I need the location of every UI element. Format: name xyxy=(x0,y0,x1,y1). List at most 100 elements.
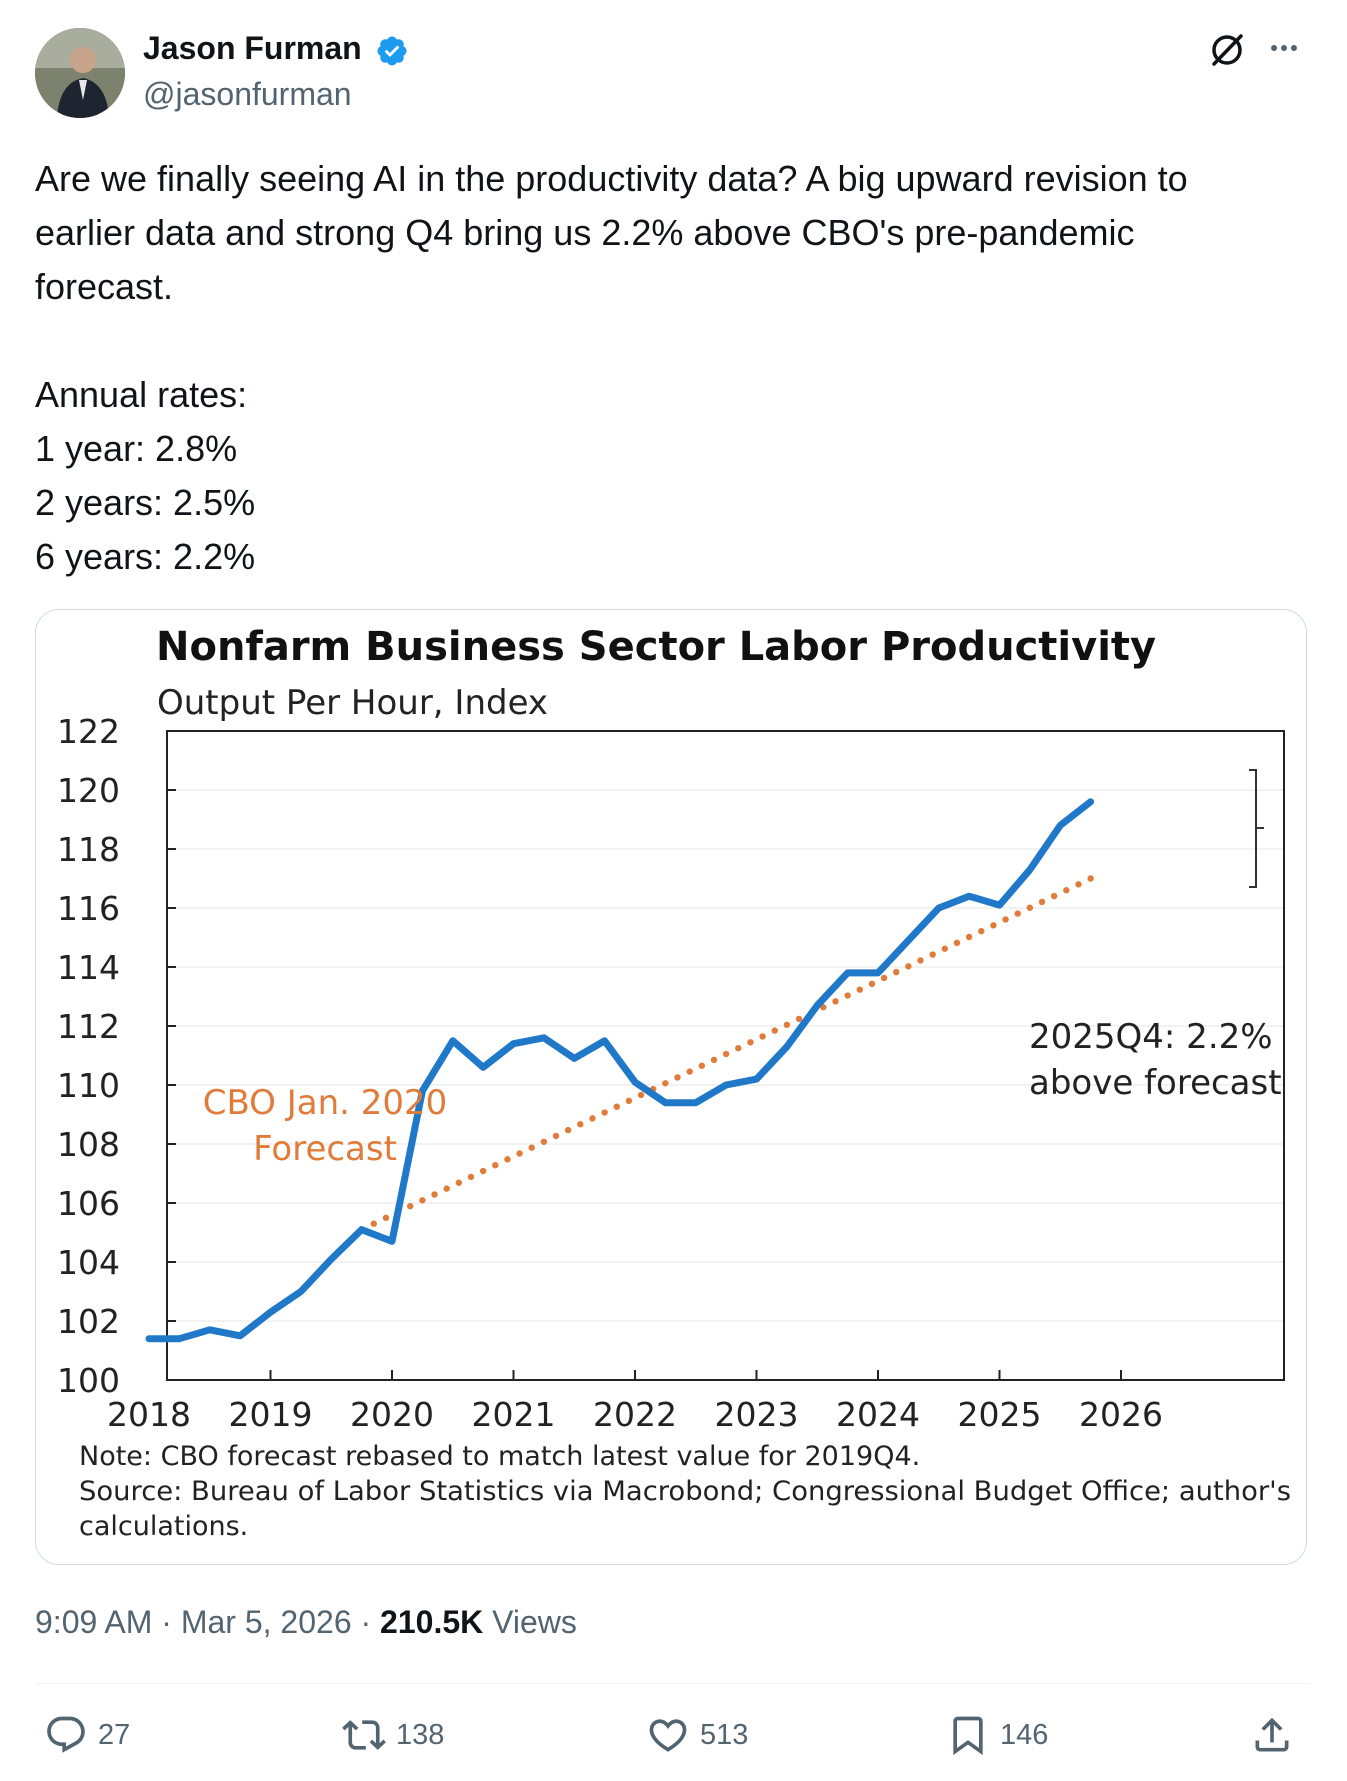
forecast-dot xyxy=(832,998,839,1005)
forecast-dot xyxy=(965,933,973,941)
gap-label: 2025Q4: 2.2% xyxy=(1029,1017,1273,1057)
y-tick-label: 116 xyxy=(57,889,120,928)
chart-image[interactable]: Nonfarm Business Sector Labor Productivi… xyxy=(35,609,1307,1565)
forecast-dot xyxy=(577,1121,584,1128)
chart-note: Note: CBO forecast rebased to match late… xyxy=(79,1441,920,1472)
x-tick-label: 2023 xyxy=(715,1395,799,1434)
forecast-dot xyxy=(1014,910,1021,917)
y-tick-label: 114 xyxy=(57,948,120,987)
x-tick-label: 2025 xyxy=(958,1395,1042,1434)
y-tick-label: 110 xyxy=(57,1066,120,1105)
chart-source: calculations. xyxy=(79,1511,248,1542)
tweet-line: Annual rates: xyxy=(35,374,248,415)
reply-count: 27 xyxy=(98,1718,131,1751)
forecast-dot xyxy=(552,1132,560,1140)
forecast-dot xyxy=(674,1074,681,1081)
chart-subtitle: Output Per Hour, Index xyxy=(157,683,548,723)
views-label: Views xyxy=(483,1604,577,1640)
x-tick-label: 2020 xyxy=(350,1395,434,1434)
forecast-dot xyxy=(953,939,961,947)
forecast-dot xyxy=(407,1202,414,1210)
share-button[interactable] xyxy=(1250,1710,1294,1760)
y-tick-label: 106 xyxy=(57,1184,120,1223)
tweet-line: 2 years: 2.5% xyxy=(35,482,256,523)
forecast-dot xyxy=(941,945,949,952)
forecast-dot xyxy=(516,1150,523,1157)
forecast-dot xyxy=(540,1138,548,1145)
forecast-dot xyxy=(528,1144,535,1151)
like-count: 513 xyxy=(700,1718,749,1751)
retweet-count: 138 xyxy=(396,1718,445,1751)
forecast-dot xyxy=(1050,892,1058,900)
grok-icon[interactable] xyxy=(1205,28,1249,72)
forecast-dot xyxy=(990,922,997,929)
y-tick-label: 112 xyxy=(57,1007,120,1046)
forecast-dot xyxy=(868,980,876,988)
tweet-time[interactable]: 9:09 AM xyxy=(35,1604,153,1640)
productivity-series-line xyxy=(145,798,1095,1343)
avatar[interactable] xyxy=(35,28,125,118)
tweet-text: Are we finally seeing AI in the producti… xyxy=(35,152,1315,584)
forecast-dot xyxy=(504,1156,511,1163)
forecast-dot xyxy=(917,957,924,964)
x-tick-label: 2024 xyxy=(836,1395,920,1434)
gap-bracket xyxy=(1249,769,1264,888)
views-count: 210.5K xyxy=(380,1604,484,1640)
tweet-line: earlier data and strong Q4 bring us 2.2%… xyxy=(35,212,1135,253)
forecast-label: Forecast xyxy=(253,1129,397,1169)
forecast-dot xyxy=(978,927,985,935)
gap-label: above forecast xyxy=(1029,1063,1282,1103)
y-tick-label: 104 xyxy=(57,1243,120,1282)
tweet-line: 1 year: 2.8% xyxy=(35,428,238,469)
x-tick-label: 2019 xyxy=(229,1395,313,1434)
forecast-dot xyxy=(698,1062,706,1069)
forecast-dot xyxy=(370,1220,377,1227)
author-name[interactable]: Jason Furman xyxy=(143,30,362,66)
forecast-dot xyxy=(1087,875,1094,882)
forecast-dot xyxy=(844,992,851,999)
author-handle[interactable]: @jasonfurman xyxy=(143,76,352,112)
meta-separator: · xyxy=(351,1604,381,1640)
forecast-dot xyxy=(601,1109,608,1116)
forecast-dot xyxy=(1002,916,1009,923)
forecast-dot xyxy=(625,1097,633,1105)
retweet-button[interactable]: 138 xyxy=(342,1710,444,1760)
tweet-line: Are we finally seeing AI in the producti… xyxy=(35,158,1188,199)
x-tick-label: 2022 xyxy=(593,1395,677,1434)
forecast-dot xyxy=(382,1214,390,1222)
y-tick-label: 100 xyxy=(57,1361,120,1400)
forecast-dot xyxy=(893,968,900,976)
chart-title: Nonfarm Business Sector Labor Productivi… xyxy=(156,624,1156,670)
verified-badge-icon xyxy=(377,36,407,66)
productivity-chart: Nonfarm Business Sector Labor Productivi… xyxy=(36,610,1306,1564)
divider xyxy=(35,1683,1310,1684)
forecast-dot xyxy=(759,1033,766,1040)
reply-button[interactable]: 27 xyxy=(44,1710,130,1760)
bookmark-button[interactable]: 146 xyxy=(946,1710,1048,1760)
forecast-dot xyxy=(419,1197,426,1204)
forecast-dot xyxy=(1075,881,1082,888)
forecast-dot xyxy=(455,1179,463,1186)
forecast-dot xyxy=(856,986,863,993)
forecast-dot xyxy=(613,1103,620,1110)
forecast-dot xyxy=(662,1080,669,1087)
more-icon[interactable] xyxy=(1262,26,1306,70)
forecast-dot xyxy=(747,1039,754,1046)
bookmark-icon xyxy=(953,1716,983,1756)
x-tick-label: 2018 xyxy=(107,1395,191,1434)
forecast-dot xyxy=(735,1044,742,1052)
tweet-date[interactable]: Mar 5, 2026 xyxy=(180,1604,352,1640)
retweet-icon xyxy=(342,1720,386,1750)
y-tick-label: 120 xyxy=(57,771,120,810)
forecast-dot xyxy=(905,963,912,970)
forecast-dot xyxy=(710,1056,718,1064)
like-button[interactable]: 513 xyxy=(646,1710,748,1760)
reply-icon xyxy=(47,1716,85,1753)
forecast-dot xyxy=(795,1015,803,1023)
forecast-dot xyxy=(564,1126,572,1134)
forecast-dot xyxy=(929,951,936,958)
chart-source: Source: Bureau of Labor Statistics via M… xyxy=(79,1476,1291,1507)
forecast-dot xyxy=(467,1173,475,1181)
y-tick-label: 122 xyxy=(57,712,120,751)
x-tick-label: 2021 xyxy=(472,1395,556,1434)
